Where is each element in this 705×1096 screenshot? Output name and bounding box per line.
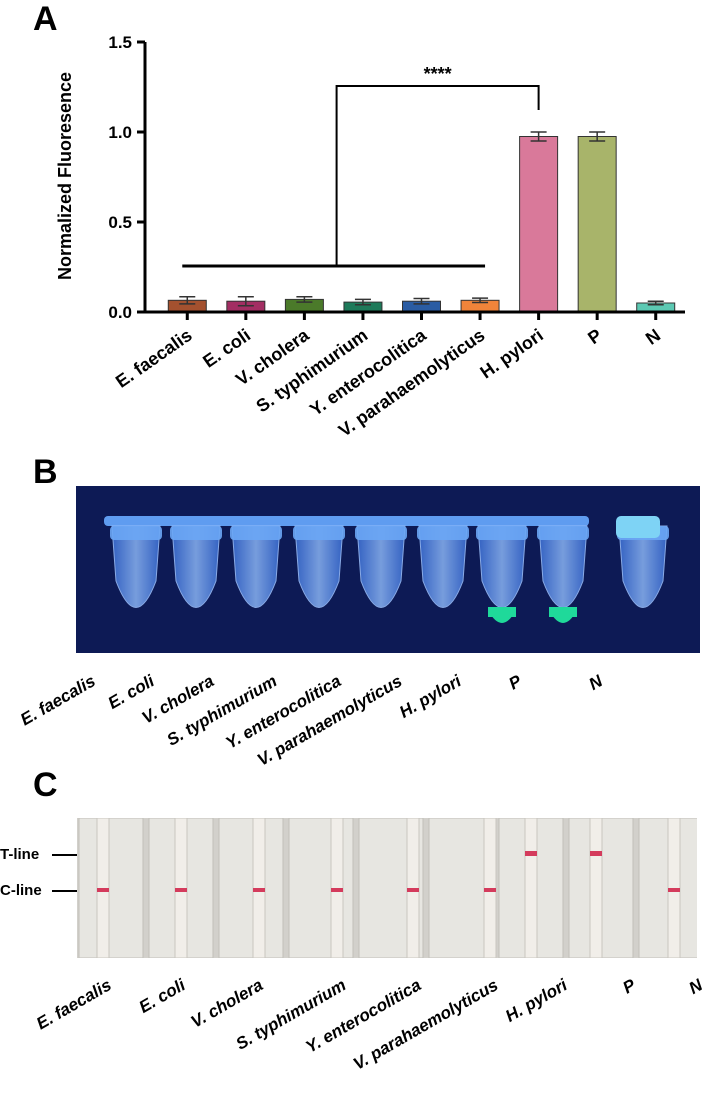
y-axis-title: Normalized Fluoresence (55, 72, 75, 280)
significance-bracket: **** (182, 64, 540, 268)
strip-label: P (619, 975, 639, 998)
pcr-tube (476, 525, 528, 623)
c-line (668, 888, 680, 892)
test-strip (483, 818, 497, 958)
panel-label-c: C (33, 766, 58, 804)
c-line-label-text: C-line (0, 882, 42, 899)
y-axis: 0.0 0.5 1.0 1.5 (108, 33, 147, 322)
pcr-tube (617, 525, 669, 608)
x-tick-label: N (642, 325, 664, 349)
test-strip (96, 818, 110, 958)
test-strip (174, 818, 188, 958)
bar (519, 136, 559, 313)
x-tick-label: H. pylori (476, 325, 546, 383)
strip-label: H. pylori (502, 975, 571, 1026)
test-strip (589, 818, 603, 958)
c-line-label: C-line (0, 882, 42, 899)
t-line-label: T-line (0, 846, 39, 863)
y-tick-label: 1.0 (108, 123, 132, 142)
x-tick-label: E. faecalis (112, 325, 196, 392)
test-strip (524, 818, 538, 958)
pcr-tube (230, 525, 282, 608)
c-line (331, 888, 343, 892)
strip-label: N (685, 975, 705, 998)
pcr-tube (110, 525, 162, 608)
tube-label: H. pylori (396, 671, 465, 722)
bar (577, 136, 617, 313)
pcr-tube (417, 525, 469, 608)
test-strip (330, 818, 344, 958)
t-line-label-text: T-line (0, 846, 40, 863)
pcr-tube (170, 525, 222, 608)
c-line (407, 888, 419, 892)
strip-photograph (77, 818, 697, 958)
tube-strip-cap (104, 516, 589, 526)
pcr-tube (537, 525, 589, 623)
y-tick-label: 0.0 (108, 303, 132, 322)
c-line (97, 888, 109, 892)
c-line (484, 888, 496, 892)
bar-series (167, 131, 676, 313)
pcr-tube (293, 525, 345, 608)
t-line (525, 851, 537, 856)
test-strip (252, 818, 266, 958)
tube-label: N (585, 671, 606, 694)
y-tick-label: 1.5 (108, 33, 132, 52)
significance-label: **** (424, 64, 452, 84)
strip-backing (218, 818, 284, 958)
strip-label: V. parahaemolyticus (349, 975, 502, 1074)
strip-label: E. faecalis (33, 975, 115, 1034)
panel-label-b: B (33, 453, 58, 491)
c-line (175, 888, 187, 892)
panel-label-a: A (33, 0, 58, 38)
bracket-line (335, 85, 540, 266)
c-line (253, 888, 265, 892)
strip-backing (428, 818, 494, 958)
strip-backing (78, 818, 144, 958)
y-tick-label: 0.5 (108, 213, 132, 232)
x-tick-label: P (584, 325, 605, 348)
tube-label: E. faecalis (17, 671, 99, 730)
test-strip (667, 818, 681, 958)
tube-label: P (505, 671, 525, 694)
strip-label: E. coli (135, 975, 189, 1017)
pcr-tube (355, 525, 407, 608)
t-line (590, 851, 602, 856)
tube-photograph (76, 486, 700, 653)
test-strip (406, 818, 420, 958)
single-tube-cap (616, 516, 660, 538)
tube-label: S. typhimurium (163, 671, 281, 750)
